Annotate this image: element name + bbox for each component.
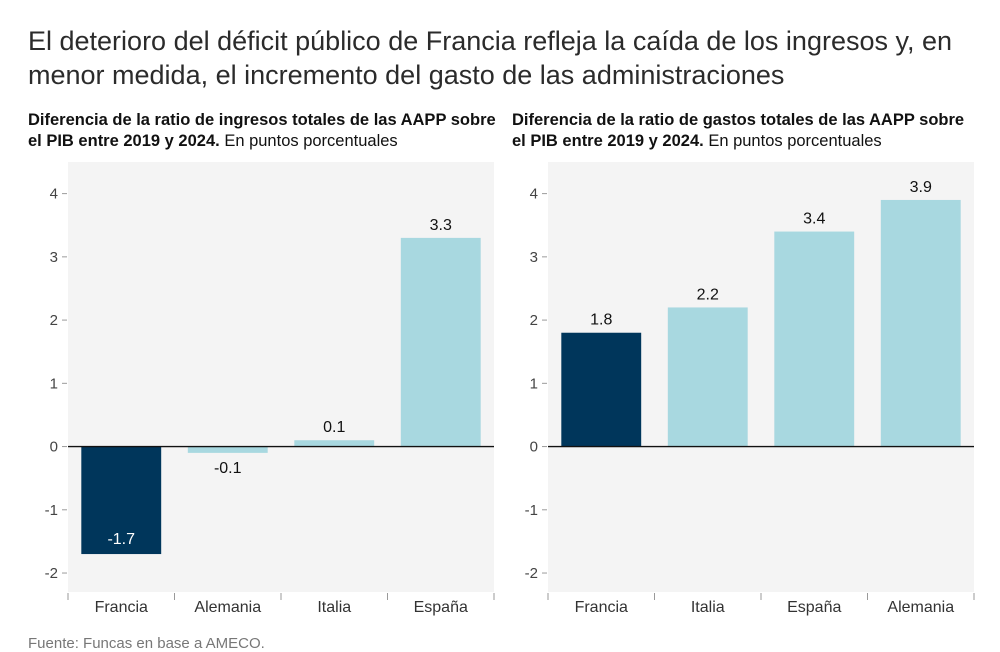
left-chart-data-label: 3.3 [430, 217, 452, 234]
left-chart: -2 -1 0 1 2 3 4 -1.7 Francia -0.1 Alemania 0.1 Itali… [45, 162, 495, 616]
left-chart-y-tick-label: -2 [45, 565, 58, 582]
right-chart-y-tick-label: 3 [530, 249, 538, 266]
right-chart-y-tick-label: -1 [525, 502, 538, 519]
right-chart-x-tick-label: Italia [691, 599, 725, 616]
right-chart-y-tick-label: 2 [530, 312, 538, 329]
left-chart-y-tick-label: 2 [50, 312, 58, 329]
right-chart-y-tick-label: 1 [530, 375, 538, 392]
right-chart-bar [880, 199, 961, 447]
left-chart-data-label: -0.1 [214, 460, 242, 477]
left-chart-data-label: -1.7 [107, 531, 135, 548]
left-chart-y-tick-label: 4 [50, 186, 58, 203]
right-chart-x-tick-label: Alemania [887, 599, 954, 616]
left-chart-x-tick-label: España [414, 599, 468, 616]
right-chart-y-tick-label: -2 [525, 565, 538, 582]
left-chart-y-tick-label: -1 [45, 502, 58, 519]
left-chart-x-tick-label: Italia [317, 599, 351, 616]
left-chart-subtitle: Diferencia de la ratio de ingresos total… [28, 110, 498, 152]
left-chart-y-tick-label: 3 [50, 249, 58, 266]
left-chart-bar [81, 446, 162, 555]
right-chart-bar [774, 231, 855, 447]
left-chart-bar [400, 237, 481, 447]
left-chart-x-tick-label: Francia [95, 599, 148, 616]
right-chart-y-tick-label: 4 [530, 186, 538, 203]
left-chart-bar [187, 446, 268, 453]
right-chart-y-tick-label: 0 [530, 439, 538, 456]
left-chart-bar [294, 440, 375, 447]
main-title: El deterioro del déficit público de Fran… [28, 26, 953, 90]
right-chart-data-label: 3.9 [910, 179, 932, 196]
right-chart-subtitle-bold: Diferencia de la ratio de gastos totales… [512, 111, 965, 150]
left-chart-y-tick-label: 0 [50, 439, 58, 456]
left-chart-subtitle-units: En puntos porcentuales [224, 132, 398, 150]
source-note: Fuente: Funcas en base a AMECO. [28, 635, 265, 652]
right-chart-bar [667, 307, 748, 447]
right-chart-x-tick-label: España [787, 599, 841, 616]
right-chart-x-tick-label: Francia [575, 599, 628, 616]
right-chart: -2 -1 0 1 2 3 4 1.8 Francia 2.2 Italia 3.4 España 3.9… [525, 162, 975, 616]
left-chart-x-tick-label: Alemania [194, 599, 261, 616]
right-chart-subtitle: Diferencia de la ratio de gastos totales… [512, 110, 982, 152]
left-chart-y-tick-label: 1 [50, 375, 58, 392]
right-chart-bar [561, 332, 642, 447]
right-chart-data-label: 3.4 [803, 211, 825, 228]
right-chart-data-label: 1.8 [590, 312, 612, 329]
left-chart-data-label: 0.1 [323, 419, 345, 436]
right-chart-data-label: 2.2 [697, 286, 719, 303]
left-chart-subtitle-bold: Diferencia de la ratio de ingresos total… [28, 111, 496, 150]
right-chart-subtitle-units: En puntos porcentuales [708, 132, 882, 150]
